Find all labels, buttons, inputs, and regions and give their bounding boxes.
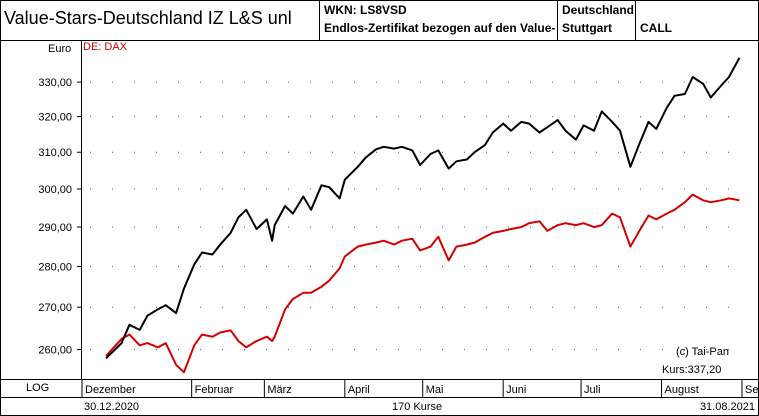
y-tick-label: 320,00 [38, 112, 72, 124]
last-price-label: Kurs:337,20 [662, 364, 722, 376]
header-location-cell: Deutschland Stuttgart [558, 0, 636, 40]
header-wkn-cell: WKN: LS8VSD Endlos-Zertifikat bezogen au… [320, 0, 558, 40]
instrument-type: CALL [640, 21, 672, 35]
scale-label: LOG [26, 382, 50, 394]
y-tick-label: 260,00 [38, 345, 72, 357]
country-label: Deutschland [562, 3, 635, 17]
y-tick-label: 300,00 [38, 184, 72, 196]
footer-divider [0, 397, 759, 398]
month-label: Juli [584, 384, 601, 396]
wkn-label: WKN: LS8VSD [324, 3, 407, 17]
month-label: Se [745, 384, 758, 396]
month-label: Februar [195, 384, 234, 396]
series-line-benchmark [105, 193, 740, 374]
copyright-label: (c) Tai-Pan [676, 346, 729, 358]
y-tick-label: 280,00 [38, 261, 72, 273]
month-label: Dezember [85, 384, 136, 396]
start-date: 30.12.2020 [84, 401, 140, 413]
x-axis-line [0, 379, 759, 380]
month-label: Juni [506, 384, 526, 396]
instrument-title: Value-Stars-Deutschland IZ L&S unl [4, 8, 292, 28]
header-type-cell: CALL [636, 0, 759, 40]
instrument-description: Endlos-Zertifikat bezogen auf den Value- [324, 21, 556, 35]
y-tick-label: 330,00 [38, 77, 72, 89]
benchmark-legend: DE: DAX [83, 41, 128, 53]
y-axis-line [81, 41, 82, 379]
y-tick-label: 270,00 [38, 302, 72, 314]
series-line-main [105, 57, 741, 360]
header-title-cell: Value-Stars-Deutschland IZ L&S unl [0, 0, 320, 40]
month-label: April [348, 384, 370, 396]
y-tick-label: 290,00 [38, 222, 72, 234]
month-label: März [267, 384, 291, 396]
end-date: 31.08.2021 [699, 401, 755, 413]
header-divider [0, 40, 759, 41]
exchange-label: Stuttgart [562, 21, 612, 35]
month-label: Mai [426, 384, 444, 396]
y-tick-label: 310,00 [38, 147, 72, 159]
quote-count: 170 Kurse [392, 401, 443, 413]
month-label: August [665, 384, 699, 396]
y-axis-unit: Euro [48, 43, 72, 55]
